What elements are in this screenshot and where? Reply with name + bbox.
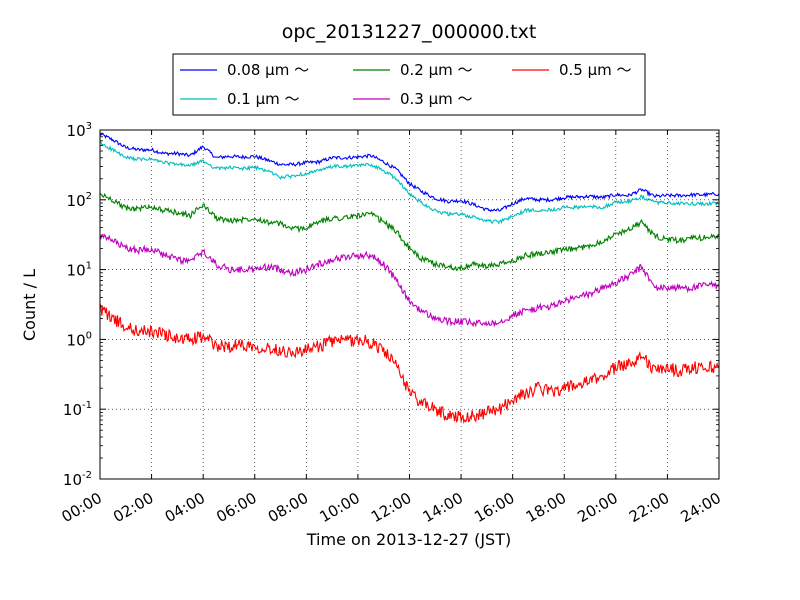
y-tick-label: 102	[67, 191, 92, 210]
x-tick-label: 16:00	[471, 489, 517, 526]
legend-label: 0.2 μm ～	[400, 61, 473, 79]
y-tick-exponent: 3	[86, 121, 92, 132]
y-tick-base: 10	[63, 471, 82, 489]
x-tick-label: 22:00	[626, 489, 672, 526]
series-line	[99, 192, 720, 272]
y-tick-base: 10	[67, 122, 86, 140]
legend-box	[172, 53, 646, 116]
y-tick-label: 10-2	[63, 470, 92, 489]
legend: 0.08 μm ～ 0.1 μm ～ 0.2 μm ～ 0.3 μm ～ 0.5 μm …	[172, 53, 646, 116]
series-line	[99, 303, 720, 425]
x-tick-label: 08:00	[265, 489, 311, 526]
y-tick-exponent: -1	[82, 400, 92, 411]
x-tick-label: 02:00	[110, 489, 156, 526]
series-line	[99, 233, 720, 328]
y-axis-label: Count / L	[20, 269, 39, 341]
y-tick-exponent: 0	[86, 330, 92, 341]
x-tick-label: 00:00	[59, 489, 105, 526]
y-tick-exponent: -2	[82, 470, 92, 481]
x-tick-label: 06:00	[213, 489, 259, 526]
y-tick-base: 10	[67, 192, 86, 210]
y-tick-exponent: 1	[86, 261, 92, 272]
y-tick-label: 100	[67, 330, 92, 349]
series-line	[99, 141, 720, 225]
y-tick-label: 10-1	[63, 400, 92, 419]
tick-layer: 00:00 02:00 04:00 06:00 08:00 10:00 12:00 14:00…	[59, 121, 724, 526]
grid-layer	[100, 130, 719, 479]
legend-label: 0.5 μm ～	[559, 61, 632, 79]
legend-label: 0.08 μm ～	[227, 61, 309, 79]
y-tick-base: 10	[63, 401, 82, 419]
x-tick-label: 14:00	[420, 489, 466, 526]
x-tick-label: 12:00	[368, 489, 414, 526]
x-tick-label: 18:00	[523, 489, 569, 526]
y-tick-label: 103	[67, 121, 92, 140]
y-tick-base: 10	[67, 331, 86, 349]
legend-label: 0.1 μm ～	[227, 90, 300, 108]
y-tick-base: 10	[67, 262, 86, 280]
x-tick-label: 04:00	[162, 489, 208, 526]
legend-label: 0.3 μm ～	[400, 90, 473, 108]
chart-title: opc_20131227_000000.txt	[282, 21, 537, 43]
x-tick-label: 20:00	[574, 489, 620, 526]
y-tick-exponent: 2	[86, 191, 92, 202]
series-layer	[99, 132, 720, 425]
x-tick-label: 10:00	[316, 489, 362, 526]
series-line	[99, 132, 720, 213]
x-tick-label: 24:00	[678, 489, 724, 526]
y-tick-label: 101	[67, 261, 92, 280]
x-axis-label: Time on 2013-12-27 (JST)	[306, 530, 511, 549]
